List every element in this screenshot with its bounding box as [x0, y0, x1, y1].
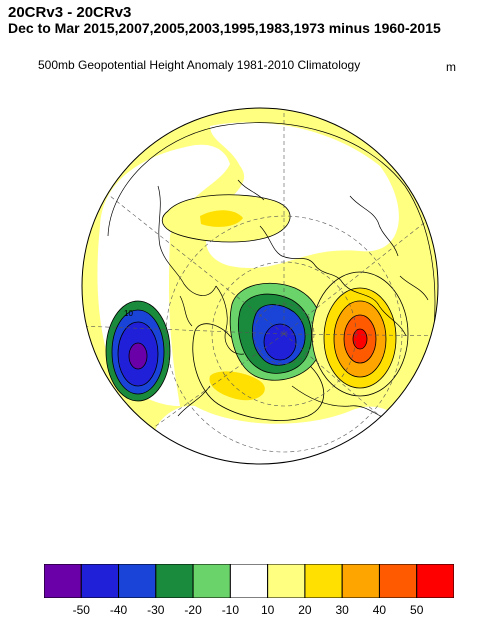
coastlines — [157, 179, 429, 421]
negative-anomaly-polar-core — [263, 323, 297, 361]
units-label: m — [446, 60, 456, 74]
colorbar-tick-label: -20 — [184, 603, 202, 617]
title-line-2: Dec to Mar 2015,2007,2005,2003,1995,1983… — [8, 20, 441, 36]
colorbar-tick-label: 30 — [335, 603, 349, 617]
colorbar-swatch — [155, 564, 194, 598]
colorbar-ticks: -50 -40 -30 -20 -10 10 20 30 40 50 — [44, 603, 454, 619]
colorbar-swatch — [341, 564, 380, 598]
colorbar-tick-label: -10 — [221, 603, 240, 617]
colorbar-swatch — [192, 564, 231, 598]
colorbar-tick-label: 40 — [372, 603, 387, 617]
colorbar-tick-label: 10 — [260, 603, 275, 617]
polar-anomaly-map: 10 — [81, 107, 439, 465]
colorbar-tick-label: -30 — [147, 603, 165, 617]
colorbar-swatch — [416, 564, 454, 598]
colorbar-swatch — [304, 564, 343, 598]
colorbar-tick-label: -50 — [72, 603, 90, 617]
positive-anomaly-north-core — [200, 210, 243, 227]
rim-positive-band — [107, 122, 436, 347]
colorbar-tick-label: 20 — [298, 603, 312, 617]
colorbar-tick-label: -40 — [109, 603, 128, 617]
colorbar-swatch — [267, 564, 306, 598]
colorbar-tick-label: 50 — [410, 603, 424, 617]
colorbar-swatch — [118, 564, 157, 598]
map-border — [81, 107, 439, 465]
title-line-1: 20CRv3 - 20CRv3 — [8, 4, 132, 21]
contour-label: 10 — [124, 309, 133, 318]
negative-anomaly-west-core — [128, 342, 148, 370]
colorbar-swatch — [229, 564, 269, 598]
colorbar-swatch — [80, 564, 120, 598]
colorbar — [44, 564, 454, 598]
subtitle: 500mb Geopotential Height Anomaly 1981-2… — [38, 58, 361, 72]
colorbar-swatch — [378, 564, 418, 598]
positive-anomaly-east-core — [352, 328, 368, 350]
colorbar-swatch — [44, 564, 82, 598]
positive-anomaly-south-core — [209, 371, 265, 401]
